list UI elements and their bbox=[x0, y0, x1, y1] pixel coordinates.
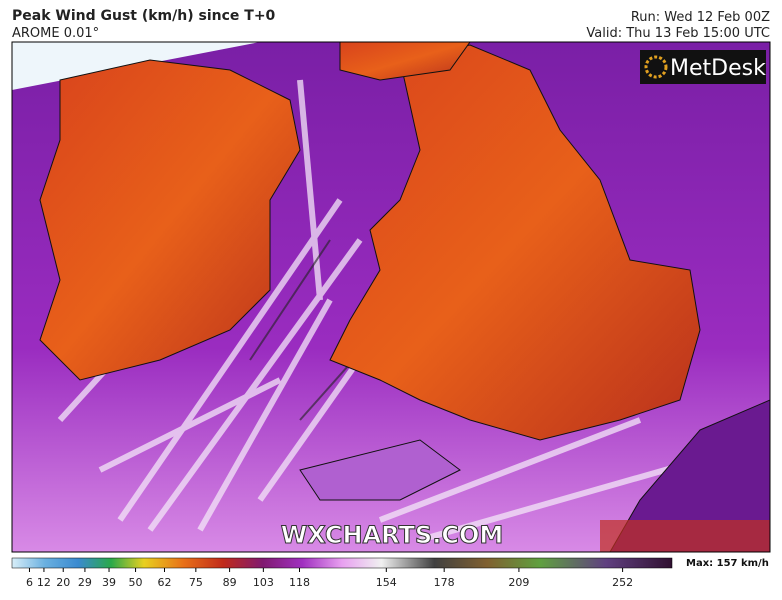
watermark: WXCHARTS.COM bbox=[281, 521, 503, 549]
scale-tick-label: 89 bbox=[223, 576, 237, 589]
scale-tick-label: 50 bbox=[129, 576, 143, 589]
france bbox=[609, 399, 770, 552]
great-britain bbox=[329, 44, 701, 441]
logo-box bbox=[640, 50, 766, 84]
scale-tick-label: 154 bbox=[376, 576, 397, 589]
valid-label: Valid: Thu 13 Feb 15:00 UTC bbox=[586, 26, 770, 41]
scale-tick-label: 29 bbox=[78, 576, 92, 589]
scale-tick-label: 178 bbox=[434, 576, 455, 589]
scale-tick-label: 209 bbox=[508, 576, 529, 589]
title: Peak Wind Gust (km/h) since T+0 bbox=[12, 8, 276, 24]
france-gusts bbox=[600, 520, 770, 552]
scale-tick-label: 252 bbox=[612, 576, 633, 589]
streaks bbox=[57, 79, 701, 543]
scale-tick-label: 6 bbox=[26, 576, 33, 589]
logo-icon bbox=[644, 55, 668, 79]
scotland-north bbox=[339, 42, 471, 81]
run-label: Run: Wed 12 Feb 00Z bbox=[630, 10, 770, 25]
scale-tick-label: 103 bbox=[253, 576, 274, 589]
map-frame bbox=[11, 41, 771, 553]
scale-tick-label: 75 bbox=[189, 576, 203, 589]
scale-tick-label: 39 bbox=[102, 576, 116, 589]
map-field bbox=[12, 42, 770, 552]
scale-tick-label: 118 bbox=[289, 576, 310, 589]
max-label: Max: 157 km/h bbox=[686, 558, 769, 569]
logo: MetDesk bbox=[670, 56, 766, 81]
scale-tick-label: 12 bbox=[37, 576, 51, 589]
scale-tick-label: 20 bbox=[56, 576, 70, 589]
ireland bbox=[39, 59, 301, 381]
color-scale bbox=[11, 557, 673, 569]
scale-tick-label: 62 bbox=[157, 576, 171, 589]
cornwall bbox=[299, 439, 461, 501]
model-label: AROME 0.01° bbox=[12, 26, 100, 41]
